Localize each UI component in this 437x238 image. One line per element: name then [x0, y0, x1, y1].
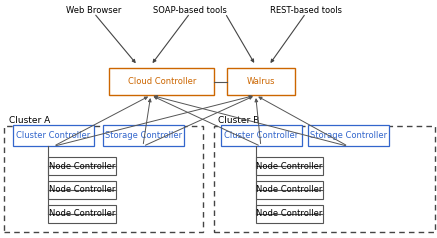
Text: Cloud Controller: Cloud Controller [128, 77, 196, 86]
Bar [109, 68, 214, 95]
Text: REST-based tools: REST-based tools [270, 6, 342, 15]
Bar [48, 181, 116, 199]
Text: Web Browser: Web Browser [66, 6, 121, 15]
Bar [308, 125, 389, 146]
Bar [48, 205, 116, 223]
Bar [4, 126, 203, 232]
Bar [256, 205, 323, 223]
Text: Cluster A: Cluster A [9, 116, 50, 125]
Text: Node Controller: Node Controller [49, 185, 115, 194]
Bar [256, 181, 323, 199]
Text: Node Controller: Node Controller [49, 162, 115, 170]
Text: Walrus: Walrus [247, 77, 275, 86]
Bar [256, 157, 323, 175]
Text: Node Controller: Node Controller [257, 185, 323, 194]
Bar [13, 125, 94, 146]
Text: Node Controller: Node Controller [257, 209, 323, 218]
Text: Node Controller: Node Controller [257, 162, 323, 170]
Text: Storage Controller: Storage Controller [104, 131, 182, 140]
Bar [103, 125, 184, 146]
Text: Storage Controller: Storage Controller [310, 131, 387, 140]
Bar [214, 126, 435, 232]
Text: Cluster Controller: Cluster Controller [224, 131, 298, 140]
Text: Node Controller: Node Controller [49, 209, 115, 218]
Bar [221, 125, 302, 146]
Text: Cluster Controller: Cluster Controller [17, 131, 90, 140]
Text: SOAP-based tools: SOAP-based tools [153, 6, 227, 15]
Bar [48, 157, 116, 175]
Bar [227, 68, 295, 95]
Text: Cluster B: Cluster B [218, 116, 260, 125]
